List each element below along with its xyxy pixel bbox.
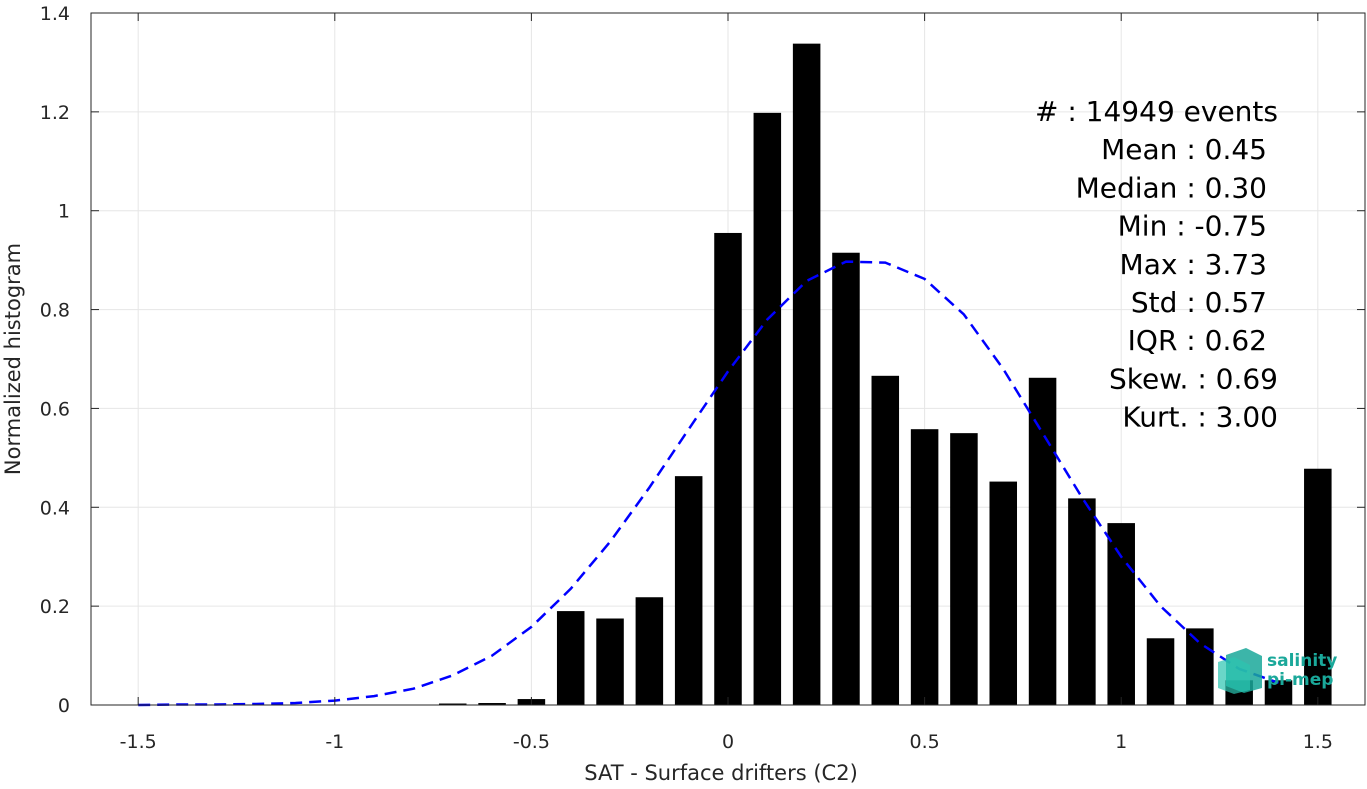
logo-text-pimep: pi-mep xyxy=(1267,670,1333,690)
stats-line: Mean : 0.45 xyxy=(1101,133,1267,166)
x-tick-label: 1 xyxy=(1115,731,1127,753)
stats-line: IQR : 0.62 xyxy=(1128,324,1267,357)
histogram-bar xyxy=(989,481,1018,705)
y-tick-label: 0.4 xyxy=(40,497,70,519)
fit-curve xyxy=(138,260,1279,707)
histogram-bar xyxy=(1186,628,1214,705)
fit-curve-layer xyxy=(138,260,1279,707)
histogram-bar xyxy=(1107,523,1135,705)
x-tick-label: 1.5 xyxy=(1303,731,1333,753)
stats-line: Skew. : 0.69 xyxy=(1109,362,1278,395)
histogram-bar xyxy=(753,112,782,706)
y-tick-label: 1.4 xyxy=(40,3,70,25)
x-tick-label: 0 xyxy=(722,731,734,753)
histogram-bar xyxy=(792,43,821,706)
histogram-bar xyxy=(635,597,664,705)
histogram-bar xyxy=(1304,468,1332,705)
logo-text-salinity: salinity xyxy=(1267,651,1337,671)
x-tick-label: 0.5 xyxy=(909,731,939,753)
tick-labels: -1.5 -1 -0.5 0 0.5 1 1.5 0 0.2 0.4 0.6 0.8 1 1.2 1.4 xyxy=(40,3,1333,753)
histogram-bar xyxy=(714,232,742,705)
x-tick-label: -0.5 xyxy=(513,731,550,753)
histogram-bar xyxy=(478,703,506,705)
histogram-bars xyxy=(438,43,1332,706)
histogram-bar xyxy=(950,433,978,705)
y-tick-label: 1 xyxy=(58,201,70,223)
x-axis-label: SAT - Surface drifters (C2) xyxy=(584,761,858,785)
stats-line: Min : -0.75 xyxy=(1118,210,1267,243)
histogram-bar xyxy=(596,618,624,705)
y-axis-label: Normalized histogram xyxy=(1,243,25,475)
x-tick-label: -1 xyxy=(325,731,344,753)
grid-lines xyxy=(91,12,1365,706)
histogram-bar xyxy=(832,252,860,705)
histogram-bar xyxy=(556,611,585,705)
axes xyxy=(90,12,1366,706)
y-tick-label: 0 xyxy=(58,695,70,717)
histogram-bar xyxy=(871,375,900,705)
stats-line: Max : 3.73 xyxy=(1120,248,1267,281)
stats-line: Std : 0.57 xyxy=(1131,286,1267,319)
histogram-bar xyxy=(1068,498,1096,705)
statistics-annotations: # : 14949 events Mean : 0.45 Median : 0.30… xyxy=(1035,95,1278,434)
histogram-bar xyxy=(1028,377,1057,705)
histogram-bar xyxy=(1264,680,1293,705)
y-tick-label: 0.2 xyxy=(40,596,70,618)
x-tick-label: -1.5 xyxy=(120,731,157,753)
stats-line: # : 14949 events xyxy=(1035,95,1278,128)
y-tick-label: 1.2 xyxy=(40,102,70,124)
stats-line: Kurt. : 3.00 xyxy=(1122,401,1278,434)
histogram-bar xyxy=(438,703,467,705)
y-tick-label: 0.8 xyxy=(40,300,70,322)
histogram-bar xyxy=(674,476,703,705)
histogram-bar xyxy=(1146,638,1175,705)
histogram-bar xyxy=(910,429,939,705)
logo-mark-back xyxy=(1218,657,1250,694)
stats-line: Median : 0.30 xyxy=(1076,171,1267,204)
y-tick-label: 0.6 xyxy=(40,398,70,420)
